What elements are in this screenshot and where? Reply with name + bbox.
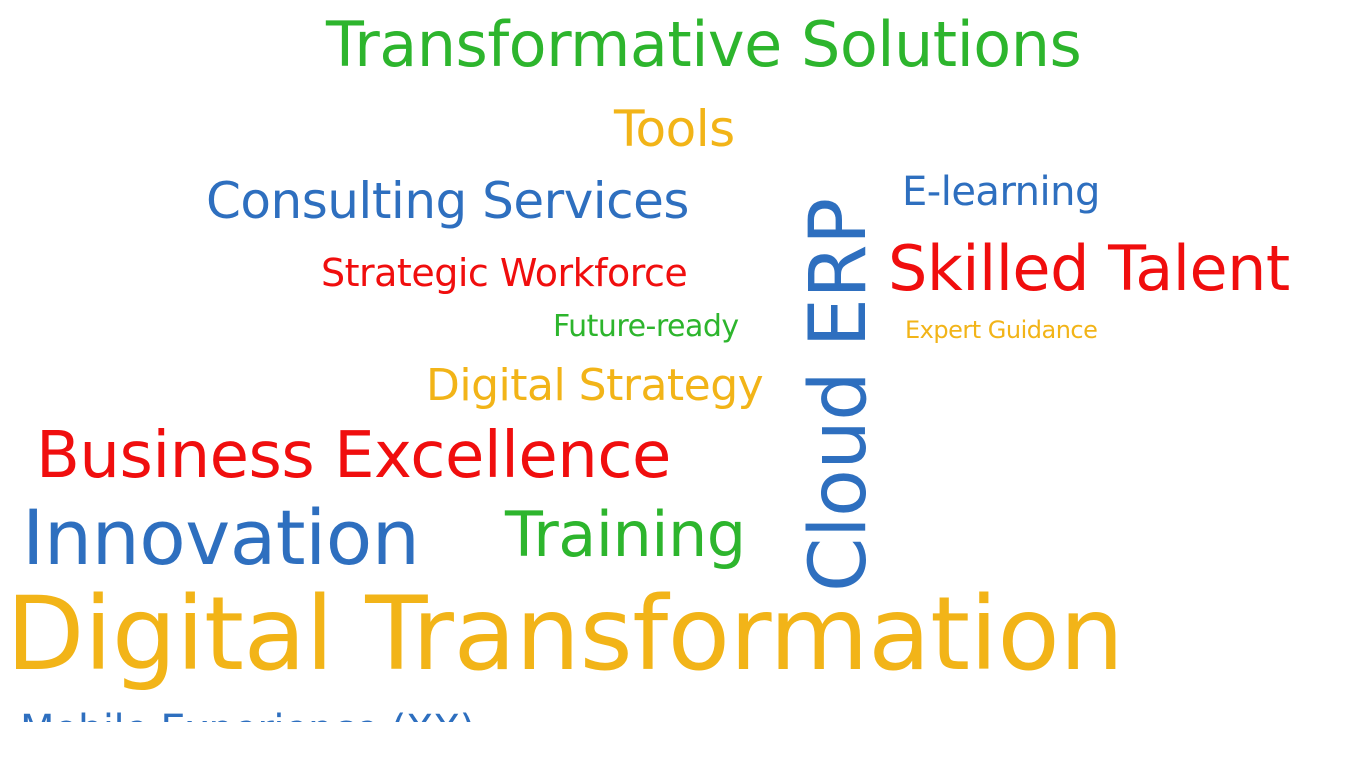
word-partial-bottom: Mobile Experience (XX): [20, 707, 475, 753]
word-strategic-workforce: Strategic Workforce: [321, 251, 688, 295]
word-e-learning: E-learning: [902, 169, 1100, 215]
word-cloud-erp: Cloud ERP: [794, 198, 884, 592]
word-tools: Tools: [614, 100, 735, 158]
word-skilled-talent: Skilled Talent: [888, 232, 1290, 305]
word-digital-transformation: Digital Transformation: [6, 575, 1124, 694]
word-innovation: Innovation: [22, 493, 420, 582]
word-digital-strategy: Digital Strategy: [426, 360, 764, 411]
word-business-excellence: Business Excellence: [36, 419, 671, 493]
word-training: Training: [505, 498, 746, 571]
word-consulting-services: Consulting Services: [206, 172, 689, 230]
word-expert-guidance: Expert Guidance: [905, 316, 1098, 344]
word-future-ready: Future-ready: [553, 309, 739, 344]
word-transformative-solutions: Transformative Solutions: [326, 8, 1082, 81]
